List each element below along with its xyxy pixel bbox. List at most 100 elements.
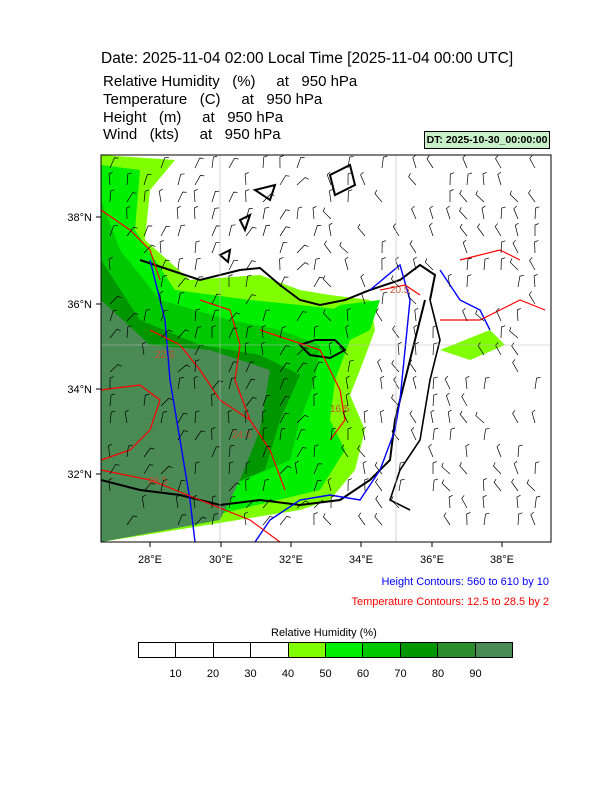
wind-barb [143,309,151,322]
wind-barb [176,205,181,220]
wind-barb [533,273,538,288]
wind-barb [228,444,235,458]
wind-barb [322,513,332,526]
wind-barb [194,308,200,322]
legend-swatch [176,643,214,657]
wind-barb [160,329,173,339]
wind-barb [279,241,288,254]
wind-barb [341,444,349,458]
wind-barb [160,157,169,169]
temperature-contour-note: Temperature Contours: 12.5 to 28.5 by 2 [351,596,549,608]
wind-barb [466,172,472,186]
wind-barb [430,409,435,424]
height-contour-2 [254,263,411,542]
wind-barb [126,312,139,322]
wind-barb [444,375,451,390]
wind-barb [398,478,405,492]
legend-swatch [213,643,252,657]
wind-barb [447,273,452,288]
wind-barb [313,258,320,271]
wind-barb [262,394,271,407]
wind-barb [516,494,521,509]
wind-barb [296,500,310,509]
wind-barb [245,189,250,203]
wind-barb [262,427,268,441]
legend-swatch [326,643,364,657]
wind-barb [160,411,168,424]
wind-barb [459,410,468,424]
wind-barb [347,189,353,203]
wind-barb [228,482,241,492]
lat-label-34: 34°N [67,384,92,396]
wind-barb [360,273,366,288]
field-rh: Relative Humidity (%) at 950 hPa [103,73,358,90]
wind-barb [211,190,220,203]
wind-barb [279,209,290,220]
wind-barb [534,376,541,390]
wind-barb [449,172,455,186]
legend-tick-label: 70 [394,668,407,680]
rh-region-north [300,300,380,345]
rh-region-90 [101,300,270,542]
wind-barb [313,277,324,288]
wind-barb [408,173,417,186]
wind-barb [345,392,350,407]
wind-barb [279,362,291,373]
wind-barb [279,396,290,407]
wind-barb [245,396,257,407]
wind-barb [211,207,219,220]
wind-barb [531,409,536,424]
wind-barb [279,226,291,237]
wind-barb [262,410,267,424]
wind-barb [512,410,519,424]
wind-barb [493,478,502,492]
wind-barb [177,277,189,288]
wind-barb [296,414,309,424]
wind-barb [534,461,540,475]
wind-barb [347,359,354,373]
temp-label-center: 24.5 [232,430,252,441]
wind-barb [409,240,417,254]
wind-barb [279,412,290,424]
wind-barb [482,494,487,509]
wind-barb [374,513,383,526]
wind-barb [109,157,119,169]
wind-barb [381,257,386,271]
legend-swatch [251,643,289,657]
wind-barb [363,409,368,424]
wind-barb [397,341,402,356]
temp-contour-3 [101,209,161,281]
legend-colorbar [138,642,513,658]
wind-barb [330,495,336,509]
wind-barb [381,240,387,254]
wind-barb [194,276,204,288]
wind-barb [475,411,485,424]
wind-barb [245,274,252,288]
wind-barb [177,479,186,492]
lat-label-36: 36°N [67,299,92,311]
wind-barb [194,240,200,254]
wind-barb [409,359,417,373]
wind-barb [322,207,332,220]
wind-barb [262,155,268,169]
legend-swatch [139,643,177,657]
wind-barb [279,378,289,390]
wind-barb [465,443,470,458]
axis-ticks [96,216,503,547]
wind-barb [432,376,438,390]
wind-barb [357,223,366,237]
wind-barb [143,464,154,475]
wind-barb [313,393,318,407]
wind-barb [428,443,434,458]
wind-barb [245,361,255,373]
wind-barb [429,205,434,220]
wind-barb [374,189,383,203]
temp-label-lower: 26.5 [148,476,168,487]
legend-swatch [363,643,401,657]
wind-barb [296,157,305,169]
island-shapes [218,163,357,264]
wind-barb [143,173,152,186]
legend-tick-label: 10 [169,668,182,680]
wind-barb [228,312,241,322]
wind-barb [432,342,438,356]
